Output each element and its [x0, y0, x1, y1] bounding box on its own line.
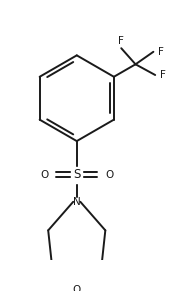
Text: O: O — [40, 170, 48, 180]
Text: F: F — [160, 70, 165, 80]
Text: F: F — [118, 36, 124, 45]
Text: O: O — [73, 285, 81, 291]
Text: O: O — [105, 170, 114, 180]
Text: F: F — [158, 47, 164, 57]
Text: S: S — [73, 168, 81, 182]
Text: N: N — [73, 197, 81, 207]
